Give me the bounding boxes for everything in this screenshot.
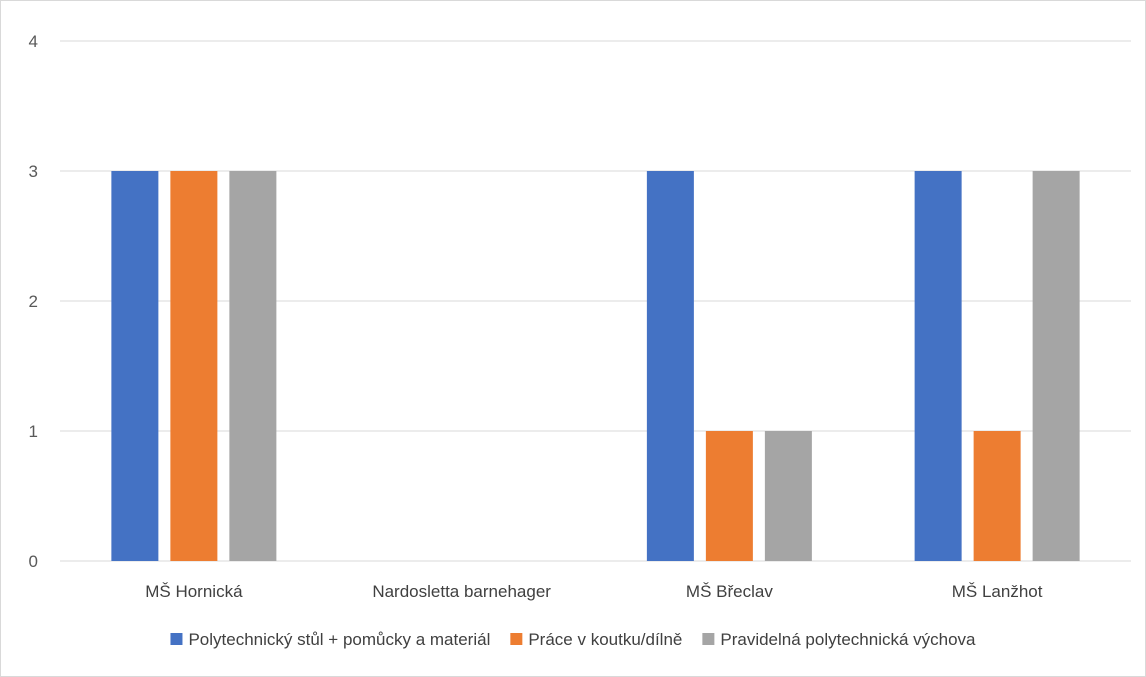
y-tick-label: 4 bbox=[29, 32, 38, 51]
legend-swatch bbox=[510, 633, 523, 645]
x-category-label: MŠ Břeclav bbox=[686, 582, 773, 601]
legend-label: Polytechnický stůl + pomůcky a materiál bbox=[188, 630, 490, 649]
legend-item: Práce v koutku/dílně bbox=[510, 630, 682, 649]
legend-label: Pravidelná polytechnická výchova bbox=[720, 630, 976, 649]
bar-2-4 bbox=[973, 431, 1021, 561]
y-tick-label: 2 bbox=[29, 292, 38, 311]
x-category-label: MŠ Lanžhot bbox=[952, 582, 1043, 601]
legend-swatch bbox=[170, 633, 183, 645]
x-category-label: Nardosletta barnehager bbox=[372, 582, 551, 601]
legend-item: Polytechnický stůl + pomůcky a materiál bbox=[170, 630, 490, 649]
bar-3-3 bbox=[764, 431, 812, 561]
y-tick-label: 1 bbox=[29, 422, 38, 441]
bar-1-3 bbox=[646, 171, 694, 561]
legend-label: Práce v koutku/dílně bbox=[528, 630, 682, 649]
x-category-label: MŠ Hornická bbox=[145, 582, 243, 601]
bar-1-1 bbox=[111, 171, 159, 561]
legend-swatch bbox=[702, 633, 715, 645]
y-tick-label: 3 bbox=[29, 162, 38, 181]
legend-item: Pravidelná polytechnická výchova bbox=[702, 630, 976, 649]
bar-2-1 bbox=[170, 171, 218, 561]
bar-1-4 bbox=[914, 171, 962, 561]
bar-3-4 bbox=[1032, 171, 1080, 561]
y-tick-label: 0 bbox=[29, 552, 38, 571]
bar-3-1 bbox=[229, 171, 277, 561]
bar-2-3 bbox=[705, 431, 753, 561]
